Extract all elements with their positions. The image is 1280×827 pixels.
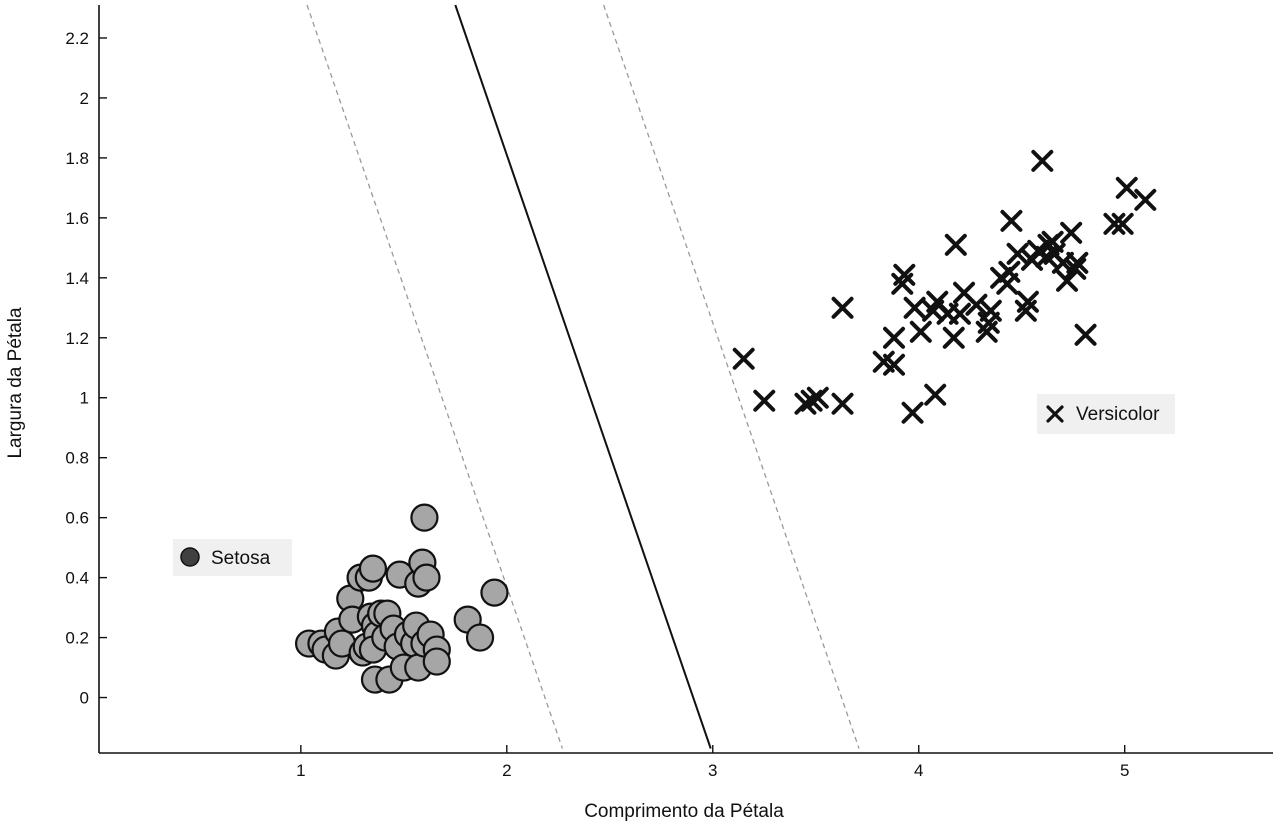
x-axis-title: Comprimento da Pétala <box>584 801 784 822</box>
versicolor-point <box>1066 251 1089 274</box>
versicolor-legend-marker <box>1046 405 1064 423</box>
versicolor-point <box>883 353 906 376</box>
legend-setosa-label: Setosa <box>211 548 271 569</box>
setosa-point <box>412 563 441 592</box>
setosa-series <box>294 503 509 694</box>
versicolor-point <box>753 389 776 412</box>
versicolor-point <box>1115 176 1138 199</box>
setosa-legend-marker <box>180 547 200 567</box>
legend-versicolor: Versicolor <box>1037 394 1175 434</box>
y-axis-title: Largura da Pétala <box>5 307 26 458</box>
versicolor-point <box>893 263 916 286</box>
x-tick-label: 5 <box>1120 761 1129 780</box>
versicolor-point <box>903 296 926 319</box>
y-tick-label: 2 <box>80 89 89 108</box>
versicolor-point <box>944 233 967 256</box>
versicolor-point <box>1006 242 1029 265</box>
y-tick-label: 0.4 <box>65 569 89 588</box>
versicolor-point <box>1060 221 1083 244</box>
versicolor-point <box>831 392 854 415</box>
y-tick-label: 0.2 <box>65 629 89 648</box>
versicolor-point <box>979 299 1002 322</box>
legend-versicolor-label: Versicolor <box>1076 404 1160 425</box>
versicolor-point <box>909 320 932 343</box>
versicolor-point <box>1111 212 1134 235</box>
setosa-point <box>422 647 451 676</box>
versicolor-point <box>942 326 965 349</box>
y-tick-label: 1.4 <box>65 269 89 288</box>
versicolor-point <box>883 326 906 349</box>
x-tick-label: 4 <box>914 761 923 780</box>
versicolor-point <box>924 383 947 406</box>
versicolor-point <box>1134 188 1157 211</box>
versicolor-point <box>948 302 971 325</box>
versicolor-point <box>732 347 755 370</box>
x-tick-label: 3 <box>708 761 717 780</box>
setosa-point <box>358 554 388 583</box>
y-tick-label: 0.6 <box>65 509 89 528</box>
x-tick-label: 1 <box>296 761 305 780</box>
versicolor-point <box>1103 212 1126 235</box>
versicolor-point <box>831 296 854 319</box>
y-ticks: 0 0.2 0.4 0.6 0.8 1 1.2 1.4 1.6 1.8 2 2.2 <box>65 29 107 708</box>
versicolor-point <box>901 401 924 424</box>
versicolor-point <box>806 386 829 409</box>
y-tick-label: 0 <box>80 689 89 708</box>
versicolor-point <box>1031 149 1054 172</box>
setosa-point <box>465 623 495 652</box>
y-tick-label: 1.8 <box>65 149 89 168</box>
y-tick-label: 1.6 <box>65 209 89 228</box>
versicolor-point <box>1000 209 1023 232</box>
y-tick-label: 1 <box>80 389 89 408</box>
margin-line <box>602 4 860 749</box>
versicolor-point <box>1074 323 1097 346</box>
y-tick-label: 2.2 <box>65 29 89 48</box>
versicolor-point <box>965 293 988 316</box>
versicolor-point <box>998 260 1021 283</box>
setosa-point <box>410 503 439 532</box>
versicolor-point <box>1056 269 1079 292</box>
y-tick-label: 1.2 <box>65 329 89 348</box>
versicolor-point <box>800 389 823 412</box>
legend-setosa: Setosa <box>173 539 292 576</box>
decision-boundary-layer <box>306 4 860 749</box>
decision-boundary-line <box>454 4 712 749</box>
y-tick-label: 0.8 <box>65 449 89 468</box>
setosa-point <box>480 578 509 607</box>
legend-versicolor-box <box>1037 394 1175 434</box>
axes <box>98 5 1273 754</box>
versicolor-point <box>1016 290 1039 313</box>
x-tick-label: 2 <box>502 761 511 780</box>
versicolor-point <box>1064 257 1087 280</box>
versicolor-series <box>732 149 1157 424</box>
x-ticks: 1 2 3 4 5 <box>296 745 1129 780</box>
